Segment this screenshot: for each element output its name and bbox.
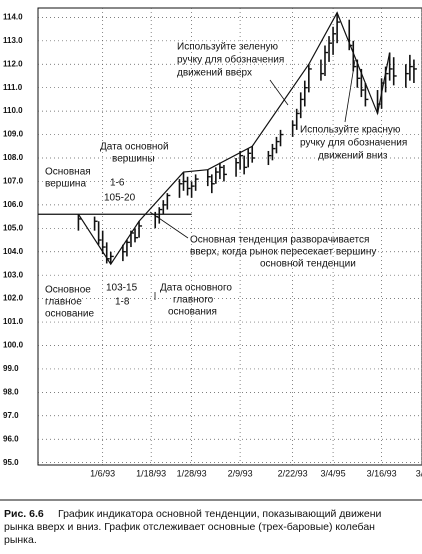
y-tick-label: 95.0 bbox=[3, 458, 19, 467]
annotation: 105-20 bbox=[104, 193, 136, 204]
annotation: движений вверх bbox=[177, 68, 252, 79]
y-tick-label: 106.0 bbox=[3, 200, 24, 209]
annotation: вверх, когда рынок пересекает вершину bbox=[190, 247, 376, 258]
annotation: 103-15 bbox=[106, 283, 138, 294]
annotation: основание bbox=[45, 309, 95, 320]
y-tick-label: 110.0 bbox=[3, 106, 23, 115]
caption-label: Рис. 6.6 bbox=[4, 508, 44, 520]
trend-line bbox=[77, 11, 391, 266]
y-tick-label: 113.0 bbox=[3, 36, 23, 45]
y-tick-label: 97.0 bbox=[3, 411, 19, 420]
y-tick-label: 96.0 bbox=[3, 434, 19, 443]
x-tick-label: 2/9/93 bbox=[228, 468, 253, 478]
y-tick-label: 104.0 bbox=[3, 247, 24, 256]
annotation: главное bbox=[45, 297, 82, 308]
y-tick-label: 108.0 bbox=[3, 153, 24, 162]
y-tick-label: 103.0 bbox=[3, 270, 24, 279]
y-tick-label: 111.0 bbox=[3, 83, 23, 92]
y-tick-label: 102.0 bbox=[3, 294, 24, 303]
y-tick-label: 100.0 bbox=[3, 341, 24, 350]
annotation: главного bbox=[173, 295, 214, 306]
x-tick-label: 3/4/95 bbox=[321, 468, 346, 478]
x-tick-label: 2/22/93 bbox=[278, 468, 308, 478]
caption-line: рынка. bbox=[4, 534, 37, 546]
annotation: Основная тенденция разворачивается bbox=[190, 235, 369, 246]
y-tick-label: 109.0 bbox=[3, 130, 24, 139]
y-tick-label: 99.0 bbox=[3, 364, 19, 373]
leader bbox=[269, 79, 289, 106]
annotation: Дата основной bbox=[100, 142, 169, 153]
y-tick-label: 114.0 bbox=[3, 12, 23, 21]
annotation: Дата основного bbox=[160, 283, 232, 294]
caption-line: График индикатора основной тенденции, по… bbox=[58, 508, 382, 520]
x-tick-label: 1/6/93 bbox=[90, 468, 115, 478]
x-tick-label: 3/2 bbox=[416, 468, 422, 478]
y-tick-label: 112.0 bbox=[3, 59, 23, 68]
plot-frame bbox=[37, 7, 422, 466]
x-tick-label: 1/18/93 bbox=[136, 468, 166, 478]
annotation: ручку для обозначения bbox=[177, 54, 284, 66]
annotations: Используйте зеленую ручку для обозначени… bbox=[45, 42, 407, 320]
annotation: движений вниз bbox=[318, 151, 388, 162]
y-tick-label: 105.0 bbox=[3, 223, 24, 232]
x-tick-label: 3/16/93 bbox=[367, 468, 397, 478]
annotation: вершина bbox=[45, 179, 86, 190]
annotation: Основная bbox=[45, 167, 91, 178]
y-tick-label: 107.0 bbox=[3, 177, 24, 186]
annotation: Используйте зеленую bbox=[177, 42, 278, 53]
annotation: основания bbox=[168, 307, 217, 318]
y-tick-label: 98.0 bbox=[3, 387, 19, 396]
x-tick-label: 1/28/93 bbox=[177, 468, 207, 478]
annotation: Используйте красную bbox=[300, 125, 401, 136]
annotation: ручку для обозначения bbox=[300, 137, 407, 149]
annotation: Основное bbox=[45, 285, 91, 296]
annotation: 1-6 bbox=[110, 178, 125, 189]
annotation: 1-8 bbox=[115, 297, 130, 308]
annotation: вершины bbox=[112, 154, 155, 165]
annotation: основной тенденции bbox=[260, 259, 356, 270]
caption-line: рынка вверх и вниз. График отслеживает о… bbox=[4, 521, 375, 533]
y-tick-label: 101.0 bbox=[3, 317, 24, 326]
